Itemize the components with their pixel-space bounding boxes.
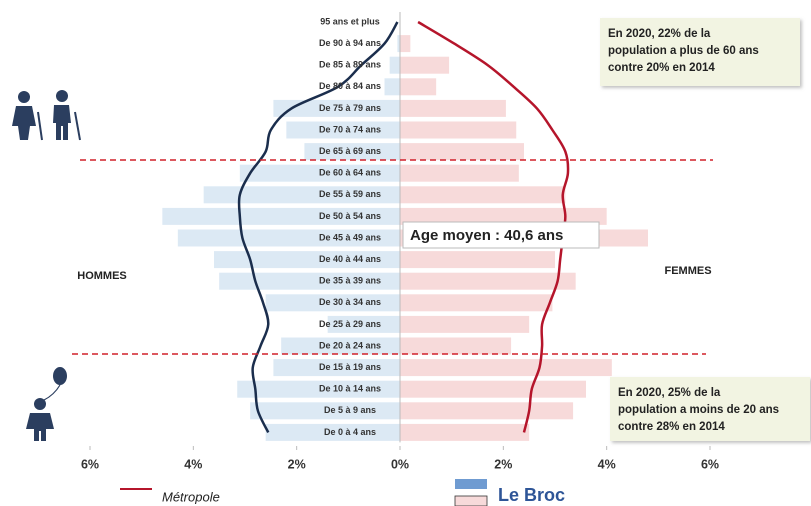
- bar: [400, 207, 607, 225]
- bar: [219, 272, 400, 290]
- child-icon: [26, 367, 67, 441]
- age-label: De 10 à 14 ans: [319, 384, 381, 394]
- age-label: De 35 à 39 ans: [319, 276, 381, 286]
- bar: [400, 337, 512, 355]
- bar: [400, 402, 574, 420]
- bar: [265, 294, 400, 312]
- x-tick-label: 4%: [184, 457, 202, 471]
- bar: [400, 99, 506, 117]
- age-label: De 30 à 34 ans: [319, 297, 381, 307]
- note-text: population a moins de 20 ans: [618, 404, 779, 416]
- note-box: [600, 18, 800, 86]
- x-tick-label: 0%: [391, 457, 409, 471]
- x-tick-label: 6%: [81, 457, 99, 471]
- bar: [384, 78, 400, 96]
- age-label: De 65 à 69 ans: [319, 146, 381, 156]
- age-label: 95 ans et plus: [320, 16, 380, 26]
- bar: [400, 143, 524, 161]
- age-label: De 25 à 29 ans: [319, 319, 381, 329]
- x-tick-label: 2%: [494, 457, 512, 471]
- bar: [400, 294, 553, 312]
- bar: [400, 251, 555, 269]
- x-tick-label: 2%: [288, 457, 306, 471]
- bar: [389, 56, 400, 74]
- mean-age: Age moyen : 40,6 ans: [410, 227, 563, 244]
- bar: [239, 164, 400, 182]
- bar: [400, 186, 566, 204]
- age-label: De 70 à 74 ans: [319, 124, 381, 134]
- bar: [177, 229, 400, 247]
- bar: [400, 272, 576, 290]
- women-label: FEMMES: [664, 265, 711, 277]
- age-label: De 5 à 9 ans: [324, 405, 376, 415]
- bar: [250, 402, 400, 420]
- bar: [304, 143, 400, 161]
- bar: [162, 207, 400, 225]
- bar: [400, 78, 437, 96]
- legend-swatch: [455, 479, 487, 489]
- age-label: De 90 à 94 ans: [319, 38, 381, 48]
- bar: [400, 359, 612, 377]
- legend-label: Métropole: [162, 489, 220, 504]
- age-label: De 75 à 79 ans: [319, 103, 381, 113]
- age-label: De 50 à 54 ans: [319, 211, 381, 221]
- bar: [400, 164, 519, 182]
- age-label: De 20 à 24 ans: [319, 340, 381, 350]
- bar: [203, 186, 400, 204]
- age-label: De 80 à 84 ans: [319, 81, 381, 91]
- bar: [400, 56, 450, 74]
- bar: [237, 380, 400, 398]
- note-text: contre 28% en 2014: [618, 421, 725, 433]
- bar: [273, 359, 400, 377]
- note-box: [610, 377, 810, 441]
- age-label: De 40 à 44 ans: [319, 254, 381, 264]
- legend-swatch: [454, 495, 488, 506]
- metropole-line: [237, 21, 399, 433]
- age-label: De 85 à 89 ans: [319, 60, 381, 70]
- legend-label: Le Broc: [498, 485, 565, 505]
- bar: [400, 380, 586, 398]
- bar: [265, 423, 400, 441]
- age-label: De 45 à 49 ans: [319, 232, 381, 242]
- age-label: De 0 à 4 ans: [324, 427, 376, 437]
- bar: [400, 423, 530, 441]
- x-tick-label: 4%: [598, 457, 616, 471]
- bar: [281, 337, 400, 355]
- note-text: En 2020, 25% de la: [618, 387, 721, 399]
- bar: [327, 315, 400, 333]
- bar: [214, 251, 400, 269]
- age-label: De 15 à 19 ans: [319, 362, 381, 372]
- bar: [397, 35, 400, 53]
- bar: [400, 315, 530, 333]
- bar: [400, 121, 517, 139]
- age-label: De 60 à 64 ans: [319, 168, 381, 178]
- bar: [273, 99, 400, 117]
- bar: [400, 35, 411, 53]
- men-label: HOMMES: [77, 270, 127, 282]
- x-tick-label: 6%: [701, 457, 719, 471]
- bar: [286, 121, 400, 139]
- note-text: En 2020, 22% de la: [608, 28, 711, 40]
- note-text: population a plus de 60 ans: [608, 45, 759, 57]
- note-text: contre 20% en 2014: [608, 62, 715, 74]
- elderly-icon: [12, 90, 81, 141]
- mean-age-box: [402, 221, 600, 249]
- age-label: De 55 à 59 ans: [319, 189, 381, 199]
